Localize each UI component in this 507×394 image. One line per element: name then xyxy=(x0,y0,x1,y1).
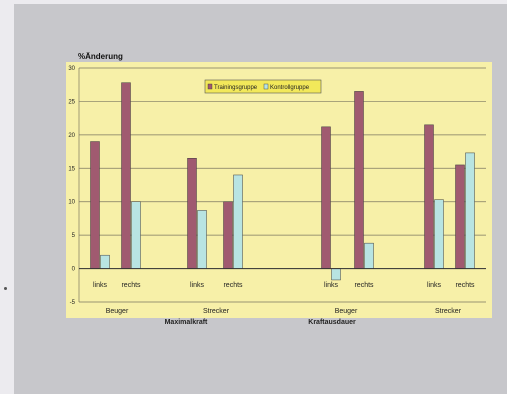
bar xyxy=(100,254,110,269)
x-tick-labels: links rechts links rechts links rechts links re… xyxy=(93,282,475,326)
bar xyxy=(465,152,475,269)
y-tick-label: 20 xyxy=(68,133,75,139)
y-axis-label: %Änderung xyxy=(78,52,123,61)
legend-swatch xyxy=(263,83,269,90)
bar xyxy=(131,201,141,269)
x-tick-label: rechts xyxy=(455,282,475,289)
subgroup-label: Strecker xyxy=(203,308,230,315)
x-tick-label: links xyxy=(93,282,108,289)
bar xyxy=(121,82,131,269)
plot-area xyxy=(66,62,492,318)
y-tick-label: 0 xyxy=(72,267,76,273)
y-tick-label: -5 xyxy=(70,300,76,306)
y-tick-label: 25 xyxy=(68,99,75,105)
y-tick-label: 15 xyxy=(68,166,75,172)
legend-swatch xyxy=(207,83,213,90)
bar xyxy=(321,126,331,269)
bar xyxy=(331,268,341,281)
y-tick-label: 5 xyxy=(72,233,76,239)
subgroup-label: Strecker xyxy=(435,308,462,315)
x-tick-label: rechts xyxy=(223,282,243,289)
bar xyxy=(90,141,100,269)
x-tick-label: links xyxy=(427,282,442,289)
subgroup-label: Beuger xyxy=(106,308,129,315)
bar xyxy=(434,199,444,269)
bar xyxy=(233,174,243,269)
page-mark xyxy=(4,287,7,290)
grid-lines xyxy=(78,67,486,303)
bar xyxy=(364,242,374,269)
legend-box xyxy=(204,79,322,94)
bar xyxy=(354,91,364,269)
x-tick-label: rechts xyxy=(354,282,374,289)
bar xyxy=(223,201,233,269)
group-label: Maximalkraft xyxy=(165,319,208,326)
bar xyxy=(455,164,465,269)
legend-label: Trainingsgruppe xyxy=(214,85,258,91)
subgroup-label: Beuger xyxy=(335,308,358,315)
y-tick-label: 30 xyxy=(68,66,75,72)
legend-label: Kontrollgruppe xyxy=(270,85,310,91)
legend: Trainingsgruppe Kontrollgruppe xyxy=(204,79,322,94)
bar xyxy=(424,124,434,269)
x-tick-label: links xyxy=(324,282,339,289)
bar xyxy=(187,158,197,269)
y-tick-labels: -5 0 5 10 15 20 25 30 xyxy=(68,66,75,306)
y-tick-label: 10 xyxy=(68,200,75,206)
x-tick-label: links xyxy=(190,282,205,289)
x-tick-label: rechts xyxy=(121,282,141,289)
bar xyxy=(197,210,207,269)
group-label: Kraftausdauer xyxy=(308,319,356,326)
